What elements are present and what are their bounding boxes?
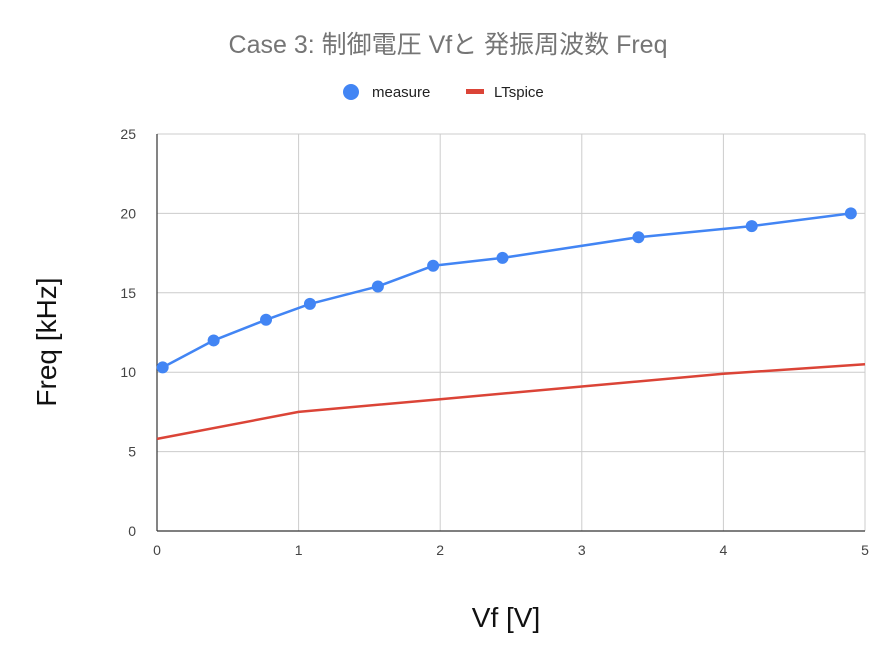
y-tick-label: 25 bbox=[120, 126, 136, 142]
x-axis-title: Vf [V] bbox=[472, 602, 540, 633]
measure-data-point bbox=[632, 231, 645, 244]
ltspice-series-line bbox=[156, 363, 866, 441]
x-tick-label: 2 bbox=[436, 542, 444, 558]
y-tick-label: 20 bbox=[120, 205, 136, 221]
y-tick-label: 0 bbox=[128, 523, 136, 539]
y-tick-label: 15 bbox=[120, 285, 136, 301]
measure-data-point bbox=[303, 297, 316, 310]
x-tick-label: 3 bbox=[578, 542, 586, 558]
x-tick-label: 0 bbox=[153, 542, 161, 558]
legend-measure-marker bbox=[343, 84, 359, 100]
x-tick-label: 5 bbox=[861, 542, 869, 558]
legend-measure-label: measure bbox=[372, 84, 430, 101]
x-tick-labels: 0 1 2 3 4 5 bbox=[153, 542, 869, 558]
measure-data-point bbox=[207, 334, 220, 347]
y-tick-label: 5 bbox=[128, 444, 136, 460]
legend: measure LTspice bbox=[343, 84, 544, 101]
y-axis-title: Freq [kHz] bbox=[31, 277, 62, 406]
measure-data-point bbox=[427, 259, 440, 272]
y-tick-labels: 0 5 10 15 20 25 bbox=[120, 126, 136, 539]
measure-data-point bbox=[371, 280, 384, 293]
legend-ltspice-marker bbox=[466, 89, 484, 94]
measure-data-point bbox=[844, 207, 857, 220]
x-tick-label: 4 bbox=[720, 542, 728, 558]
gridlines bbox=[157, 133, 866, 531]
measure-series-line bbox=[162, 212, 851, 369]
measure-data-point bbox=[496, 251, 509, 264]
legend-ltspice-label: LTspice bbox=[494, 84, 544, 101]
series bbox=[156, 207, 866, 441]
y-tick-label: 10 bbox=[120, 364, 136, 380]
measure-data-point bbox=[260, 313, 273, 326]
measure-data-point bbox=[745, 220, 758, 233]
measure-data-point bbox=[156, 361, 169, 374]
axes bbox=[156, 134, 865, 532]
x-tick-label: 1 bbox=[295, 542, 303, 558]
chart-title: Case 3: 制御電圧 Vfと 発振周波数 Freq bbox=[229, 31, 668, 59]
